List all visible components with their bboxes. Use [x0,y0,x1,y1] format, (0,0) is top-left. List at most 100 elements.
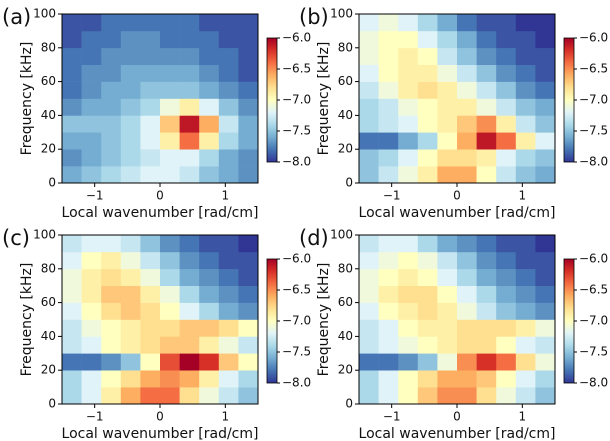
heatmap-cell [437,47,458,65]
heatmap-cell [457,353,477,371]
heatmap-cell [457,336,477,354]
heatmap-cell [120,14,141,32]
heatmap-cell [218,81,239,99]
heatmap-cell [120,302,141,320]
heatmap-cell [120,81,141,99]
heatmap-cell [101,166,122,184]
heatmap-cell [515,387,536,405]
heatmap-cell [417,115,438,133]
y-tick-label: 60 [41,295,56,309]
heatmap-cell [457,235,477,253]
heatmap-cell [140,336,161,354]
heatmap-cell [378,166,399,184]
heatmap-cell [359,387,379,405]
heatmap-cell [417,81,438,99]
heatmap-cell [476,268,497,286]
x-tick-label: −1 [383,189,401,203]
heatmap-cell [179,81,200,99]
panel [359,235,556,405]
heatmap-cell [81,98,102,116]
heatmap-cell [101,370,122,388]
heatmap-cell [179,353,200,371]
heatmap-cell [378,387,399,405]
heatmap-cell [120,98,141,116]
y-tick-label: 20 [338,363,353,377]
heatmap-cell [238,336,259,354]
heatmap-cell [476,47,497,65]
heatmap-cell [238,149,259,167]
y-tick-label: 0 [345,176,353,190]
heatmap-cell [535,64,556,82]
heatmap-cell [140,370,161,388]
heatmap-cell [179,336,200,354]
heatmap-cell [476,336,497,354]
heatmap-cell [81,30,102,49]
heatmap-cell [179,47,200,65]
heatmap-cell [417,285,438,303]
heatmap-cell [417,268,438,286]
heatmap-cell [101,302,122,320]
heatmap-cell [359,14,379,32]
heatmap-cell [120,285,141,303]
heatmap-cell [218,370,239,388]
heatmap-cell [199,285,220,303]
heatmap-cell [101,387,122,405]
heatmap-cell [359,149,379,167]
heatmap-cell [238,235,259,253]
y-tick-label: 20 [41,142,56,156]
y-axis-label: Frequency [kHz] [19,263,35,377]
heatmap-cell [238,387,259,405]
colorbar-tick-label: −8.0 [579,155,608,169]
heatmap-cell [101,132,122,150]
heatmap-cell [238,81,259,99]
colorbar-tick-label: −6.5 [579,283,608,297]
heatmap-cell [417,251,438,270]
heatmap-cell [199,98,220,116]
heatmap-cell [359,47,379,65]
heatmap-cell [515,47,536,65]
heatmap-cell [457,30,477,49]
heatmap-cell [359,268,379,286]
heatmap-cell [120,235,141,253]
heatmap-cell [238,64,259,82]
heatmap-cell [417,30,438,49]
heatmap-cell [457,14,477,32]
heatmap-cell [398,353,419,371]
heatmap-cell [359,115,379,133]
heatmap-cell [238,14,259,32]
x-tick-label: 0 [453,410,461,424]
heatmap-cell [378,98,399,116]
heatmap-cell [218,268,239,286]
heatmap-cell [378,149,399,167]
heatmap-cell [417,132,438,150]
heatmap-cell [199,14,220,32]
heatmap-cell [218,47,239,65]
heatmap-cell [515,115,536,133]
x-axis-label: Local wavenumber [rad/cm] [359,426,556,441]
y-tick-label: 100 [330,7,353,21]
heatmap-cell [101,64,122,82]
heatmap-cell [378,115,399,133]
heatmap-cell [81,336,102,354]
heatmap-cell [457,115,477,133]
heatmap-cell [535,370,556,388]
heatmap-cell [378,30,399,49]
colorbar [563,258,575,384]
heatmap-cell [160,166,180,184]
heatmap-cell [62,387,82,405]
heatmap-cell [238,115,259,133]
heatmap-cell [101,268,122,286]
heatmap-cell [398,115,419,133]
heatmap-cell [496,132,517,150]
heatmap-cell [199,251,220,270]
heatmap-cell [101,30,122,49]
heatmap-cell [476,251,497,270]
heatmap-cell [359,353,379,371]
y-axis-label: Frequency [kHz] [316,42,332,156]
heatmap-cell [199,64,220,82]
heatmap-cell [476,64,497,82]
heatmap-cell [101,81,122,99]
heatmap-cell [359,81,379,99]
heatmap-cell [199,336,220,354]
heatmap-cell [515,235,536,253]
